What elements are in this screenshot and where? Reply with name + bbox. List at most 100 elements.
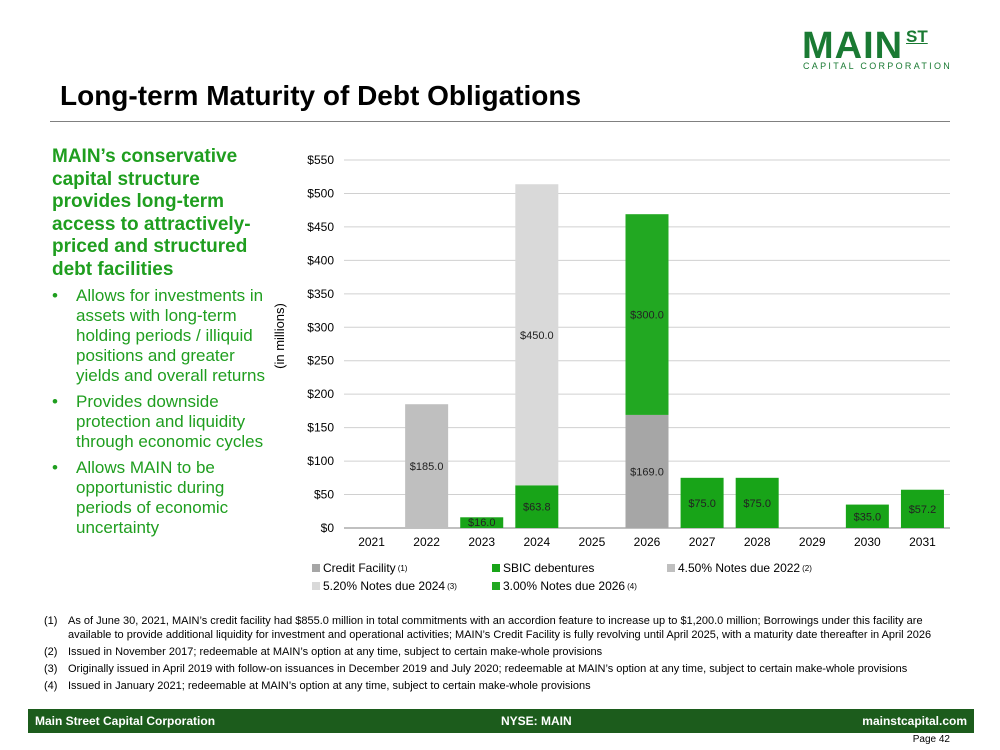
bar-data-label: $169.0 <box>630 466 664 478</box>
page-title: Long-term Maturity of Debt Obligations <box>60 80 582 111</box>
legend-swatch <box>667 564 675 572</box>
x-tick-label: 2022 <box>413 535 440 549</box>
legend-label: Credit Facility (1) <box>323 561 408 575</box>
legend-swatch <box>492 564 500 572</box>
bar-data-label: $63.8 <box>523 502 551 514</box>
bar-data-label: $450.0 <box>520 330 554 342</box>
bar-data-labels: $185.0 $16.0 $63.8 $450.0 $169.0 $300.0 $75.0 $… <box>410 310 936 529</box>
footnote-text: As of June 30, 2021, MAIN’s credit facil… <box>68 615 932 641</box>
key-points-list: • Allows for investments in assets with l… <box>52 286 272 544</box>
footnote-number: (1) <box>44 615 58 627</box>
bar-data-label: $75.0 <box>688 498 716 510</box>
legend-label: 3.00% Notes due 2026 (4) <box>503 579 637 593</box>
footnote-item: (4) Issued in January 2021; redeemable at… <box>44 679 964 693</box>
footnote-item: (3) Originally issued in April 2019 with … <box>44 662 964 676</box>
y-tick-label: $550 <box>307 153 334 167</box>
legend-swatch <box>312 564 320 572</box>
bar-segment <box>515 485 559 528</box>
legend-entry: 4.50% Notes due 2022 (2) <box>667 561 812 575</box>
x-tick-label: 2031 <box>909 535 936 549</box>
footnote-text: Issued in November 2017; redeemable at M… <box>68 646 603 658</box>
bar-data-label: $185.0 <box>410 461 444 473</box>
x-tick-label: 2026 <box>634 535 661 549</box>
legend-swatch <box>492 582 500 590</box>
x-axis-tick-labels: 2021 2022 2023 2024 2025 2026 2027 2028 2029 2030… <box>358 535 936 549</box>
logo-superscript: ST <box>906 27 928 46</box>
y-tick-label: $250 <box>307 354 334 368</box>
bullet-icon: • <box>52 286 58 305</box>
y-tick-label: $350 <box>307 287 334 301</box>
key-point: • Provides downside protection and liquid… <box>52 392 272 452</box>
footnote-number: (4) <box>44 680 58 692</box>
footer-company-name: Main Street Capital Corporation <box>35 714 216 728</box>
x-tick-label: 2025 <box>579 535 606 549</box>
footnote-text: Issued in January 2021; redeemable at MA… <box>68 680 591 692</box>
legend-entry: SBIC debentures <box>492 561 594 575</box>
y-tick-label: $150 <box>307 421 334 435</box>
x-tick-label: 2021 <box>358 535 385 549</box>
footer-bar: Main Street Capital Corporation NYSE: MA… <box>28 709 974 733</box>
footnote-item: (2) Issued in November 2017; redeemable a… <box>44 645 964 659</box>
legend-entry: 3.00% Notes due 2026 (4) <box>492 579 637 593</box>
y-tick-label: $200 <box>307 387 334 401</box>
footer-ticker: NYSE: MAIN <box>501 714 572 728</box>
chart-legend: Credit Facility (1) SBIC debentures 4.50% N… <box>312 561 812 593</box>
title-divider <box>50 121 950 122</box>
x-tick-label: 2024 <box>523 535 550 549</box>
y-tick-label: $300 <box>307 320 334 334</box>
y-tick-label: $450 <box>307 220 334 234</box>
bar-segment <box>625 214 669 415</box>
bar-segment <box>845 504 889 528</box>
bar-segment <box>735 477 779 528</box>
y-tick-label: $500 <box>307 186 334 200</box>
legend-entry: 5.20% Notes due 2024 (3) <box>312 579 457 593</box>
x-tick-label: 2023 <box>468 535 495 549</box>
key-point-text: Allows MAIN to be opportunistic during p… <box>76 458 229 537</box>
x-tick-label: 2028 <box>744 535 771 549</box>
legend-label: 4.50% Notes due 2022 (2) <box>678 561 812 575</box>
key-message-headline: MAIN’s conservative capital structure pr… <box>52 146 251 280</box>
bar-segment <box>515 184 559 486</box>
bar-data-label: $75.0 <box>743 498 771 510</box>
bar-data-label: $57.2 <box>909 504 937 516</box>
legend-swatch <box>312 582 320 590</box>
bar-data-label: $35.0 <box>854 511 882 523</box>
main-street-logo: MAIN ST CAPITAL CORPORATION <box>800 24 950 72</box>
chart-bars <box>405 184 944 528</box>
y-axis-tick-labels: $0 $50 $100 $150 $200 $250 $300 $350 $400 $450 $50… <box>307 153 334 535</box>
footnote-item: (1) As of June 30, 2021, MAIN’s credit fa… <box>44 614 964 642</box>
legend-label: 5.20% Notes due 2024 (3) <box>323 579 457 593</box>
footnote-number: (2) <box>44 646 58 658</box>
bar-segment <box>460 517 504 528</box>
debt-maturity-chart: $0 $50 $100 $150 $200 $250 $300 $350 $400 $450 $50… <box>272 153 950 593</box>
footer-website-link[interactable]: mainstcapital.com <box>862 714 967 728</box>
x-tick-label: 2029 <box>799 535 826 549</box>
bar-segment <box>405 404 449 528</box>
bullet-icon: • <box>52 458 58 477</box>
logo-wordmark: MAIN <box>802 25 904 67</box>
footnote-text: Originally issued in April 2019 with fol… <box>68 663 908 675</box>
bar-segment <box>900 489 944 528</box>
bullet-icon: • <box>52 392 58 411</box>
footnotes-list: (1) As of June 30, 2021, MAIN’s credit fa… <box>44 614 964 696</box>
y-tick-label: $50 <box>314 488 334 502</box>
bar-data-label: $16.0 <box>468 517 496 529</box>
legend-entry: Credit Facility (1) <box>312 561 408 575</box>
key-point-text: Allows for investments in assets with lo… <box>76 286 265 385</box>
x-tick-label: 2027 <box>689 535 716 549</box>
logo-subtitle: CAPITAL CORPORATION <box>803 61 953 71</box>
footnote-number: (3) <box>44 663 58 675</box>
bar-segment <box>680 477 724 528</box>
key-point: • Allows for investments in assets with l… <box>52 286 272 386</box>
y-axis-label: (in millions) <box>272 303 287 369</box>
y-tick-label: $100 <box>307 454 334 468</box>
y-tick-label: $400 <box>307 253 334 267</box>
y-tick-label: $0 <box>321 521 335 535</box>
legend-label: SBIC debentures <box>503 561 594 575</box>
bar-data-label: $300.0 <box>630 310 664 322</box>
key-point: • Allows MAIN to be opportunistic during … <box>52 458 272 538</box>
key-point-text: Provides downside protection and liquidi… <box>76 392 264 451</box>
bar-segment <box>625 414 669 528</box>
x-tick-label: 2030 <box>854 535 881 549</box>
page-number: Page 42 <box>912 734 950 745</box>
